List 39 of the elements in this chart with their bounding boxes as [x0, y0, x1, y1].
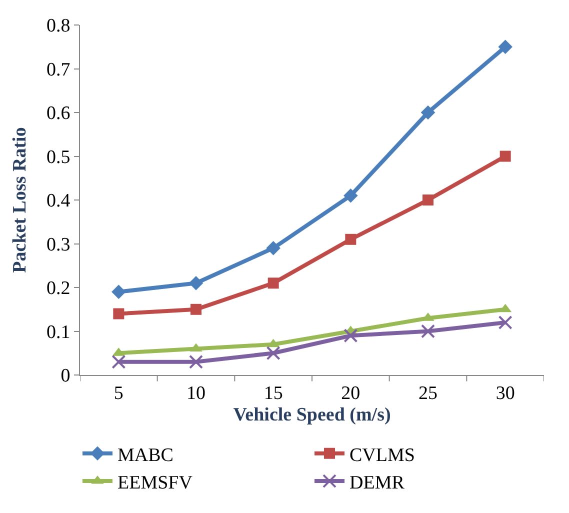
point	[421, 324, 435, 338]
point	[344, 188, 358, 203]
y-tick-label: 0.2	[46, 278, 70, 300]
x-tick-label: 20	[341, 382, 360, 404]
y-axis-title: Packet Loss Ratio	[9, 127, 30, 273]
y-tick-label: 0.7	[46, 59, 70, 80]
x-tick-label: 30	[496, 382, 515, 404]
point	[112, 284, 126, 300]
x-tick-label: 5	[114, 382, 124, 404]
legend-label: EEMSFV	[118, 472, 193, 494]
point	[189, 354, 203, 369]
point	[498, 40, 512, 54]
legend-label: MABC	[118, 444, 174, 466]
point	[420, 105, 436, 120]
y-tick-label: 0.5	[46, 146, 70, 168]
point	[188, 276, 204, 290]
x-tick-label: 25	[418, 382, 438, 404]
point	[190, 304, 202, 315]
point	[345, 234, 356, 245]
x-tick-label: 15	[264, 382, 283, 404]
x-tick-label: 10	[186, 382, 206, 404]
point	[500, 150, 511, 162]
y-tick-label: 0	[60, 366, 70, 387]
point	[112, 354, 126, 369]
legend-label: DEMR	[350, 472, 405, 494]
point	[498, 316, 512, 330]
legend-label: CVLMS	[350, 444, 415, 466]
y-tick-label: 0.6	[46, 103, 70, 124]
point	[344, 328, 358, 343]
y-tick-label: 0.8	[46, 16, 70, 37]
point	[422, 194, 434, 206]
point	[266, 240, 280, 256]
y-tick-label: 0.1	[46, 322, 70, 343]
y-tick-label: 0.4	[46, 190, 71, 212]
point	[268, 278, 279, 289]
point	[266, 346, 280, 360]
point	[113, 308, 124, 320]
y-tick-label: 0.3	[46, 234, 70, 256]
x-axis-title: Vehicle Speed (m/s)	[233, 404, 391, 426]
